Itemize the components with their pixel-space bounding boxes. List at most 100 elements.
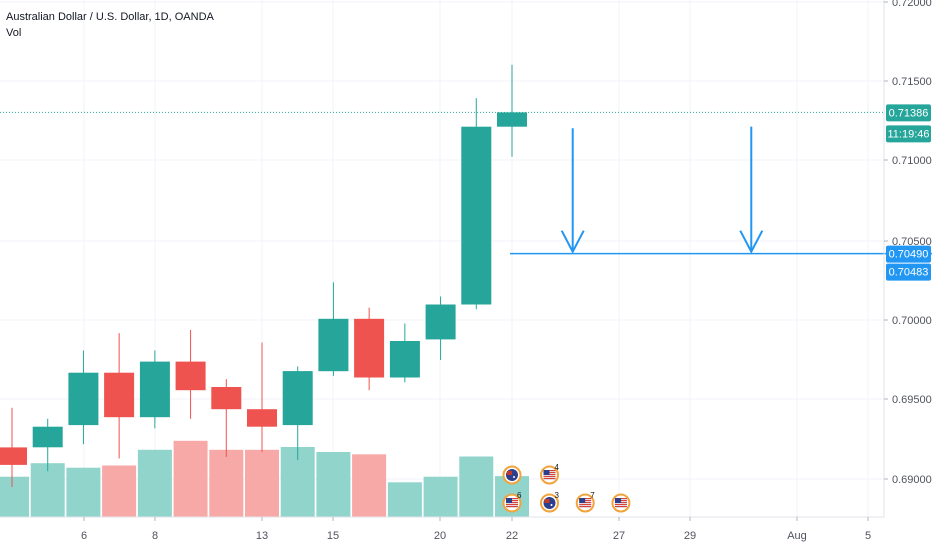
candle-body-4 [139,361,170,418]
extra-price-label-bg [886,263,931,281]
us-flag-stripe-2-4 [543,478,556,480]
volume-label: Vol [6,27,22,39]
volume-bar-2 [66,467,101,517]
au-flag-star-0 [512,476,515,478]
candle-body-11 [389,341,420,378]
volume-bar-5 [173,440,208,517]
us-flag-canton-2 [543,470,550,475]
price-tick-6: 0.69000 [892,474,932,486]
au-flag-union-0 [506,471,512,475]
event-count-2: 4 [554,463,559,472]
symbol-title: Australian Dollar / U.S. Dollar, 1D, OAN… [6,11,214,23]
candle-7 [247,342,277,453]
us-flag-stripe-5-3 [614,504,627,506]
time-tick-0: 6 [81,530,87,542]
candle-body-1 [32,426,63,448]
us-flag-canton-1 [505,498,512,503]
line-price-label-text: 0.70490 [889,249,929,261]
candle-2 [68,350,99,445]
volume-bar-1 [30,463,65,517]
time-tick-5: 22 [506,530,518,542]
time-tick-9: 5 [865,530,871,542]
candle-body-13 [461,126,492,305]
au-flag-star-3 [550,504,553,506]
extra-price-label: 0.70483 [886,263,931,281]
volume-bar-11 [387,482,422,517]
last-price-label-text: 0.71386 [889,107,929,119]
line-price-label: 0.70490 [886,245,931,263]
extra-price-label-text: 0.70483 [889,267,929,279]
candle-body-2 [68,372,99,426]
event-marker-1: 6 [502,491,522,513]
time-tick-7: 29 [684,530,696,542]
event-marker-0 [502,465,522,485]
us-flag-stripe-5-4 [614,506,627,508]
price-tick-1: 0.71500 [892,76,932,88]
last-price-label: 0.71386 [886,104,931,122]
volume-bar-0 [0,476,29,517]
event-marker-4: 7 [575,491,595,513]
candle-body-7 [247,409,277,427]
candle-10 [354,307,385,391]
volume-bar-7 [245,449,279,517]
chart-legend: Australian Dollar / U.S. Dollar, 1D, OAN… [6,9,214,41]
candle-body-14 [497,112,527,127]
candle-6 [211,379,242,457]
time-tick-8: Aug [787,530,807,542]
us-flag-canton-4 [579,498,586,503]
arrow-head-1 [739,230,764,254]
countdown-label: 11:19:46 [886,125,931,143]
candle-body-3 [104,372,135,418]
arrow-head-0 [560,230,585,254]
candle-body-10 [354,318,385,378]
price-tick-5: 0.69500 [892,394,932,406]
us-flag-stripe-1-4 [505,506,518,508]
candle-body-5 [175,361,206,391]
candle-body-0 [0,447,27,465]
au-flag-union-3 [544,499,550,503]
candle-9 [318,282,349,376]
event-count-4: 7 [590,491,595,500]
countdown-label-text: 11:19:46 [887,128,929,140]
us-flag-stripe-4-3 [579,504,592,506]
candle-body-6 [211,387,242,410]
volume-bar-4 [137,449,172,517]
candle-3 [104,333,135,459]
countdown-label-bg [886,125,931,143]
price-tick-4: 0.70000 [892,315,932,327]
candle-body-12 [425,304,456,340]
down-arrow-1 [739,126,764,254]
time-axis: 6 8 13 15 20 22 27 29 Aug 5 [0,516,884,542]
us-flag-stripe-1-3 [505,504,518,506]
event-marker-2: 4 [539,463,559,485]
event-marker-5 [611,493,631,513]
candle-body-8 [282,371,313,426]
event-marker-3: 3 [539,491,559,513]
time-tick-3: 15 [327,530,339,542]
candle-0 [0,407,27,487]
event-count-3: 3 [554,491,559,500]
volume-bar-6 [209,449,244,517]
time-tick-4: 20 [434,530,446,542]
event-count-1: 6 [517,491,522,500]
time-tick-6: 27 [613,530,625,542]
us-flag-canton-5 [614,498,621,503]
price-tick-3: 0.70500 [892,236,932,248]
last-price-label-bg [886,104,931,122]
price-axis: 0.72000 0.71500 0.71000 0.70500 0.70000 0.695… [883,0,932,517]
us-flag-stripe-2-3 [543,476,556,478]
volume-bar-10 [352,454,387,517]
price-tick-0: 0.72000 [892,0,932,9]
volume-bar-12 [423,476,458,517]
candle-11 [389,323,420,383]
down-arrow-0 [560,128,585,254]
us-flag-stripe-4-4 [579,506,592,508]
time-tick-1: 8 [152,530,158,542]
price-tick-2: 0.71000 [892,155,932,167]
candle-4 [139,350,170,429]
volume-bar-13 [459,456,494,517]
candle-body-9 [318,318,349,372]
line-price-label-bg [886,245,931,263]
